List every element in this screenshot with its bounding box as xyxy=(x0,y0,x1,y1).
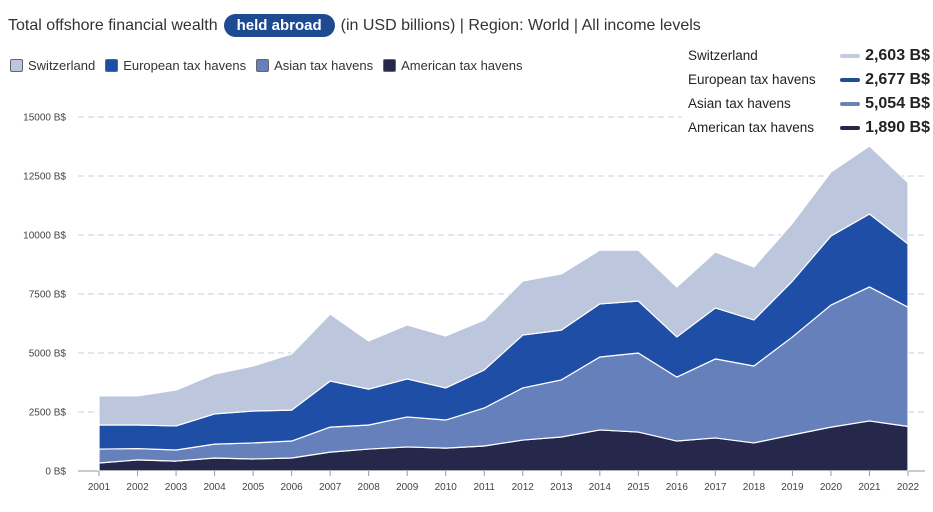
y-tick-label: 12500 B$ xyxy=(23,172,66,183)
tooltip-value: 5,054 B$ xyxy=(865,95,930,112)
y-tick-label: 7500 B$ xyxy=(29,290,67,301)
tooltip-row-switzerland: Switzerland 2,603 B$ xyxy=(688,44,930,68)
tooltip-name: European tax havens xyxy=(688,72,816,87)
legend: Switzerland European tax havens Asian tax … xyxy=(10,58,523,73)
x-tick-label: 2022 xyxy=(897,482,920,493)
y-tick-label: 10000 B$ xyxy=(23,231,66,242)
legend-item-american-tax-havens[interactable]: American tax havens xyxy=(383,58,523,73)
title-suffix: (in USD billions) | Region: World | All … xyxy=(340,16,701,34)
legend-swatch xyxy=(105,59,119,72)
x-tick-label: 2007 xyxy=(319,482,342,493)
y-tick-label: 0 B$ xyxy=(45,467,66,478)
y-tick-label: 5000 B$ xyxy=(29,349,67,360)
x-tick-label: 2017 xyxy=(704,482,727,493)
tooltip-value: 1,890 B$ xyxy=(865,119,930,136)
x-tick-label: 2021 xyxy=(858,482,881,493)
series-line-marker xyxy=(840,102,861,106)
legend-label: Switzerland xyxy=(28,58,96,73)
x-tick-label: 2019 xyxy=(781,482,804,493)
series-line-marker xyxy=(840,126,861,130)
legend-swatch xyxy=(383,59,397,72)
x-tick-label: 2015 xyxy=(627,482,650,493)
tooltip-name: Asian tax havens xyxy=(688,96,791,111)
area-switzerland xyxy=(98,145,909,427)
series-line-marker xyxy=(840,78,861,82)
legend-item-european-tax-havens[interactable]: European tax havens xyxy=(105,58,246,73)
tooltip-row-american: American tax havens 1,890 B$ xyxy=(688,116,930,140)
x-tick-label: 2001 xyxy=(88,482,111,493)
legend-label: American tax havens xyxy=(401,58,523,73)
legend-item-switzerland[interactable]: Switzerland xyxy=(10,58,95,73)
y-tick-label: 15000 B$ xyxy=(23,113,66,124)
x-tick-label: 2011 xyxy=(473,482,495,493)
legend-item-asian-tax-havens[interactable]: Asian tax havens xyxy=(256,58,373,73)
tooltip-name: Switzerland xyxy=(688,48,758,63)
title-prefix: Total offshore financial wealth xyxy=(8,16,218,34)
x-tick-label: 2016 xyxy=(666,482,689,493)
tooltip: Switzerland 2,603 B$ European tax havens 2… xyxy=(682,42,933,142)
x-tick-label: 2009 xyxy=(396,482,419,493)
x-tick-label: 2008 xyxy=(358,482,381,493)
x-tick-label: 2012 xyxy=(512,482,535,493)
tooltip-row-asian: Asian tax havens 5,054 B$ xyxy=(688,92,930,116)
held-abroad-toggle[interactable]: held abroad xyxy=(223,14,335,37)
legend-label: European tax havens xyxy=(123,58,247,73)
x-tick-label: 2020 xyxy=(820,482,843,493)
x-tick-label: 2002 xyxy=(126,482,149,493)
tooltip-row-european: European tax havens 2,677 B$ xyxy=(688,68,930,92)
tooltip-value: 2,677 B$ xyxy=(865,71,930,88)
x-tick-label: 2014 xyxy=(589,482,612,493)
tooltip-name: American tax havens xyxy=(688,120,815,135)
tooltip-value: 2,603 B$ xyxy=(865,47,930,64)
legend-swatch xyxy=(10,59,23,72)
chart-title: Total offshore financial wealth held abr… xyxy=(8,14,701,37)
legend-label: Asian tax havens xyxy=(274,58,374,73)
x-tick-label: 2003 xyxy=(165,482,188,493)
x-tick-label: 2013 xyxy=(550,482,573,493)
series-line-marker xyxy=(840,54,861,58)
x-tick-label: 2004 xyxy=(203,482,226,493)
x-tick-label: 2018 xyxy=(743,482,766,493)
y-tick-label: 2500 B$ xyxy=(29,408,67,419)
x-tick-label: 2010 xyxy=(435,482,458,493)
legend-swatch xyxy=(256,59,270,72)
x-tick-label: 2005 xyxy=(242,482,265,493)
x-tick-label: 2006 xyxy=(280,482,303,493)
